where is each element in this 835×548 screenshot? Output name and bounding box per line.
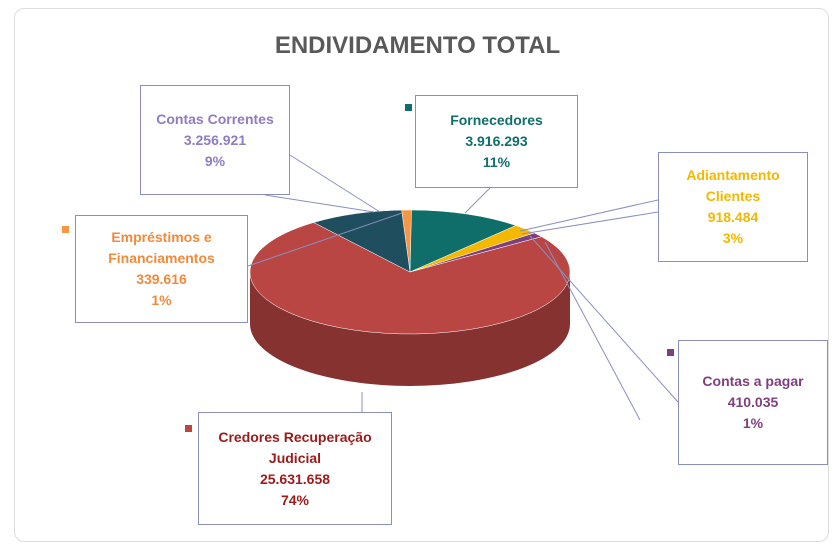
percent-label: 9% xyxy=(204,152,226,169)
leader-line xyxy=(247,212,403,267)
chart-title: ENDIVIDAMENTO TOTAL xyxy=(274,32,561,59)
data-label-box: Contas a pagar 410.035 1% xyxy=(678,340,828,465)
label-marker xyxy=(62,226,69,233)
category-label: Contas a pagar xyxy=(702,373,804,389)
data-label-box: Adiantamento Clientes 918.484 3% xyxy=(658,152,808,262)
percent-label: 74% xyxy=(280,491,310,508)
category-label: Adiantamento Clientes xyxy=(686,167,780,204)
leader-line xyxy=(544,241,641,421)
label-marker xyxy=(667,349,674,356)
value-label: 3.256.921 xyxy=(183,131,247,148)
pie-slice xyxy=(313,209,411,273)
value-label: 410.035 xyxy=(727,394,779,410)
leader-line xyxy=(521,211,659,235)
value-label: 339.616 xyxy=(136,271,187,287)
leader-line xyxy=(264,194,375,213)
value-label: 3.916.293 xyxy=(465,133,528,149)
category-label: Empréstimos e Financiamentos xyxy=(108,229,215,266)
data-label-box: Fornecedores 3.916.293 11% xyxy=(415,95,578,188)
chart-frame xyxy=(14,8,829,542)
pie-slice xyxy=(409,209,517,273)
leader-line xyxy=(464,187,491,214)
percent-label: 1% xyxy=(151,292,172,308)
category-label: Fornecedores xyxy=(450,112,543,128)
leader-line xyxy=(529,235,679,403)
pie-side xyxy=(250,272,570,386)
leader-line xyxy=(289,154,381,213)
data-label-box: Empréstimos e Financiamentos 339.616 1% xyxy=(75,215,248,323)
data-label-box: Credores Recuperação Judicial 25.631.658 7… xyxy=(198,412,392,525)
pie-slice xyxy=(249,222,571,335)
value-label: 25.631.658 xyxy=(259,470,331,487)
label-marker xyxy=(405,104,412,111)
value-label: 918.484 xyxy=(707,209,759,225)
percent-label: 1% xyxy=(742,415,764,431)
percent-label: 11% xyxy=(482,154,511,170)
percent-label: 3% xyxy=(722,230,744,246)
label-marker xyxy=(185,425,192,432)
data-label-box: Contas Correntes 3.256.921 9% xyxy=(140,85,290,195)
leader-line xyxy=(519,199,659,232)
category-label: Credores Recuperação Judicial xyxy=(218,428,372,466)
category-label: Contas Correntes xyxy=(156,110,274,127)
